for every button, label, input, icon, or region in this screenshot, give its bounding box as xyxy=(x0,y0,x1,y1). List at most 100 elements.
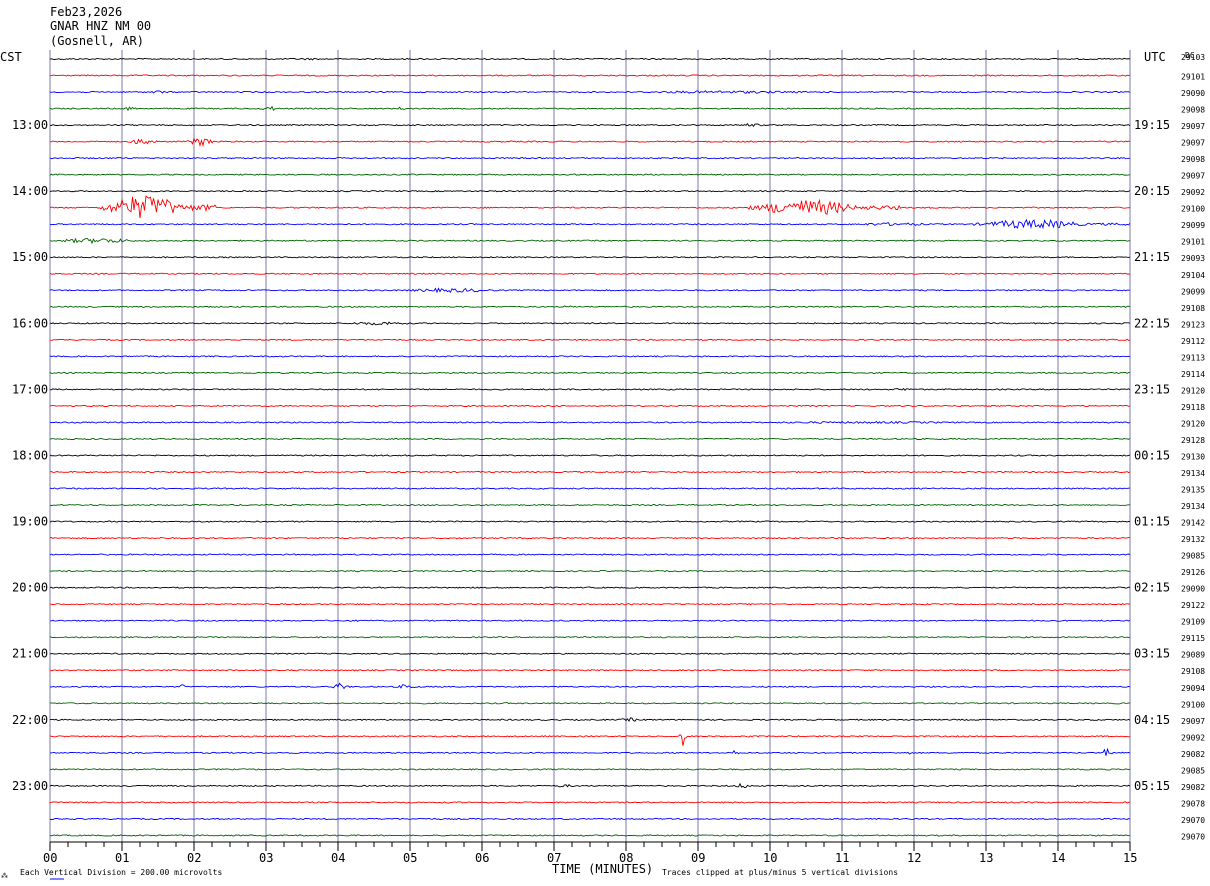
hour-label-left: 16:00 xyxy=(12,316,48,330)
dc-offset-label: 29100 xyxy=(1181,700,1205,709)
dc-offset-label: 29070 xyxy=(1181,816,1205,825)
trace-line xyxy=(49,256,1131,259)
dc-offset-label: 29078 xyxy=(1181,799,1205,808)
hour-label-left: 17:00 xyxy=(12,382,48,396)
dc-offset-label: 29093 xyxy=(1181,254,1205,263)
dc-offset-label: 29123 xyxy=(1181,320,1205,329)
dc-offset-label: 29108 xyxy=(1181,304,1205,313)
dc-offset-label: 29082 xyxy=(1181,783,1205,792)
x-tick-label: 10 xyxy=(763,851,777,865)
dc-offset-label: 29090 xyxy=(1181,585,1205,594)
trace-line xyxy=(49,338,1131,341)
x-tick-label: 09 xyxy=(691,851,705,865)
trace-line xyxy=(49,74,1131,77)
x-tick-label: 14 xyxy=(1051,851,1065,865)
dc-offset-label: 29099 xyxy=(1181,287,1205,296)
trace-line xyxy=(49,487,1131,490)
trace-line xyxy=(49,669,1131,672)
trace-line xyxy=(49,470,1131,474)
hour-label-right: 01:15 xyxy=(1134,515,1170,529)
hour-label-left: 21:00 xyxy=(12,647,48,661)
x-tick-label: 04 xyxy=(331,851,345,865)
x-tick-label: 15 xyxy=(1123,851,1137,865)
dc-offset-label: 29097 xyxy=(1181,172,1205,181)
dc-offset-label: 29092 xyxy=(1181,188,1205,197)
trace-line xyxy=(49,437,1131,441)
dc-offset-label: 29104 xyxy=(1181,271,1205,280)
dc-offset-label: 29112 xyxy=(1181,337,1205,346)
dc-offset-label: 29101 xyxy=(1181,238,1205,247)
dc-offset-label: 29134 xyxy=(1181,469,1205,478)
trace-line xyxy=(49,553,1131,556)
trace-line xyxy=(49,768,1131,771)
dc-offset-label: 29113 xyxy=(1181,353,1205,362)
dc-offset-label: 29142 xyxy=(1181,519,1205,528)
logo-mark: ⁂ xyxy=(1,872,8,880)
dc-offset-label: 29097 xyxy=(1181,122,1205,131)
x-tick-label: 07 xyxy=(547,851,561,865)
dc-offset-label: 29100 xyxy=(1181,205,1205,214)
dc-offset-label: 29097 xyxy=(1181,139,1205,148)
trace-line xyxy=(49,195,1131,219)
trace-line xyxy=(50,603,1131,606)
trace-line xyxy=(50,717,1131,723)
trace-line xyxy=(49,682,1131,690)
trace-line xyxy=(49,305,1131,308)
trace-line xyxy=(49,503,1131,507)
location-label: (Gosnell, AR) xyxy=(50,34,144,48)
trace-line xyxy=(49,747,1131,756)
date-label: Feb23,2026 xyxy=(50,5,123,19)
trace-line xyxy=(49,190,1131,193)
x-tick-label: 03 xyxy=(259,851,273,865)
dc-offset-label: 29130 xyxy=(1181,452,1205,461)
dc-offset-label: 29092 xyxy=(1181,733,1205,742)
trace-line xyxy=(49,454,1131,457)
hour-label-left: 13:00 xyxy=(12,118,48,132)
hour-label-left: 14:00 xyxy=(12,184,48,198)
trace-line xyxy=(49,105,1131,112)
hour-label-left: 23:00 xyxy=(12,779,48,793)
dc-offset-label: 29120 xyxy=(1181,386,1205,395)
hour-label-right: 21:15 xyxy=(1134,250,1170,264)
trace-line xyxy=(49,287,1131,294)
trace-line xyxy=(49,173,1131,176)
x-tick-label: 01 xyxy=(115,851,129,865)
hour-label-right: 02:15 xyxy=(1134,581,1170,595)
dc-offset-label: 29135 xyxy=(1181,486,1205,495)
trace-line xyxy=(49,387,1131,391)
trace-line xyxy=(49,156,1131,160)
hour-label-right: 23:15 xyxy=(1134,382,1170,396)
dc-offset-label: 29109 xyxy=(1181,618,1205,627)
hour-label-left: 15:00 xyxy=(12,250,48,264)
x-tick-label: 00 xyxy=(43,851,57,865)
x-tick-label: 05 xyxy=(403,851,417,865)
dc-offset-label: 29120 xyxy=(1181,419,1205,428)
trace-line xyxy=(49,218,1131,230)
hour-label-right: 00:15 xyxy=(1134,448,1170,462)
xaxis-title: TIME (MINUTES) xyxy=(552,862,653,876)
hour-label-right: 04:15 xyxy=(1134,713,1170,727)
trace-line xyxy=(49,733,1131,746)
scale-note: Each Vertical Division = 200.00 microvol… xyxy=(20,868,222,877)
dc-offset-label: 29090 xyxy=(1181,89,1205,98)
trace-line xyxy=(49,122,1131,128)
x-tick-label: 06 xyxy=(475,851,489,865)
trace-line xyxy=(49,321,1131,326)
trace-line xyxy=(50,702,1131,705)
dc-offset-label: 29082 xyxy=(1181,750,1205,759)
dc-offset-label: 29097 xyxy=(1181,717,1205,726)
dc-offset-label: 29085 xyxy=(1181,552,1205,561)
x-tick-label: 11 xyxy=(835,851,849,865)
trace-line xyxy=(49,636,1131,639)
trace-line xyxy=(49,404,1131,408)
trace-line xyxy=(49,801,1131,804)
trace-line xyxy=(49,57,1131,61)
hour-label-left: 18:00 xyxy=(12,448,48,462)
trace-line xyxy=(49,237,1131,245)
x-tick-label: 08 xyxy=(619,851,633,865)
trace-line xyxy=(49,520,1131,523)
dc-offset-label: 29099 xyxy=(1181,221,1205,230)
trace-line xyxy=(49,371,1130,375)
dc-offset-label: 29134 xyxy=(1181,502,1205,511)
dc-offset-label: 29098 xyxy=(1181,106,1205,115)
